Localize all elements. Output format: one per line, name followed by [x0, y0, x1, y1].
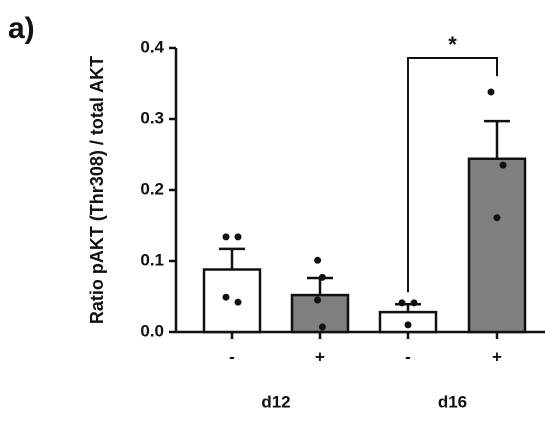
data-point	[410, 299, 418, 307]
y-axis-label: Ratio pAKT (Thr308) / total AKT	[87, 56, 107, 324]
x-tick-label: -	[229, 347, 235, 366]
group-label: d12	[261, 392, 290, 411]
data-point	[398, 299, 406, 307]
significance-bracket	[407, 57, 498, 293]
bar	[467, 157, 527, 334]
data-point	[493, 214, 501, 222]
x-tick-label: +	[492, 347, 502, 366]
panel-label: a)	[8, 12, 35, 45]
x-tick-label: +	[315, 347, 325, 366]
y-tick-label: 0.1	[140, 250, 164, 269]
data-point	[314, 256, 322, 264]
data-point	[487, 88, 495, 96]
data-point	[314, 296, 322, 304]
data-point	[318, 323, 326, 331]
data-point	[234, 298, 242, 306]
significance-label: *	[448, 32, 457, 57]
data-point	[234, 233, 242, 241]
y-tick-label: 0.0	[140, 321, 164, 340]
data-point	[318, 273, 326, 281]
y-tick-label: 0.2	[140, 179, 164, 198]
data-point	[222, 293, 230, 301]
group-label: d16	[438, 392, 467, 411]
data-point	[222, 233, 230, 241]
x-tick-label: -	[405, 347, 411, 366]
y-tick-label: 0.4	[140, 37, 164, 56]
y-tick-label: 0.3	[140, 108, 164, 127]
data-point	[404, 321, 412, 329]
data-point	[499, 161, 507, 169]
bar	[202, 268, 262, 334]
